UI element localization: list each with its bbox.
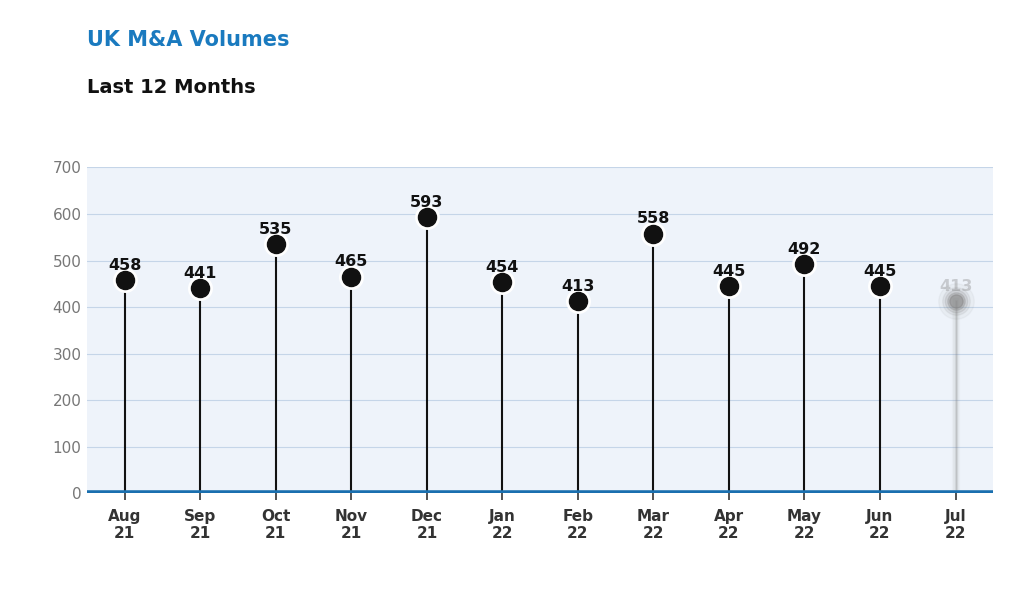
Point — [117, 275, 133, 285]
Point — [419, 212, 435, 222]
Point — [947, 296, 964, 306]
Point — [947, 296, 964, 306]
Point — [569, 296, 586, 306]
Text: UK M&A Volumes: UK M&A Volumes — [87, 30, 290, 50]
Point — [645, 229, 662, 239]
Point — [947, 296, 964, 306]
Text: 413: 413 — [561, 279, 595, 294]
Point — [343, 272, 359, 282]
Text: 445: 445 — [713, 264, 745, 279]
Point — [419, 212, 435, 222]
Text: 445: 445 — [863, 264, 897, 279]
Text: 492: 492 — [787, 242, 821, 257]
Text: 558: 558 — [637, 211, 670, 226]
Point — [569, 296, 586, 306]
Text: 441: 441 — [183, 266, 217, 280]
Text: 593: 593 — [411, 195, 443, 210]
Text: Last 12 Months: Last 12 Months — [87, 78, 256, 97]
Text: 465: 465 — [335, 254, 368, 270]
Point — [193, 283, 209, 293]
Text: 413: 413 — [939, 279, 972, 294]
Text: 458: 458 — [109, 258, 141, 273]
Point — [797, 260, 813, 269]
Point — [117, 275, 133, 285]
Point — [267, 239, 284, 249]
Text: 535: 535 — [259, 222, 293, 237]
Point — [721, 282, 737, 291]
Point — [495, 277, 511, 287]
Point — [947, 296, 964, 306]
Point — [871, 282, 888, 291]
Point — [721, 282, 737, 291]
Point — [797, 260, 813, 269]
Point — [193, 283, 209, 293]
Point — [871, 282, 888, 291]
Point — [267, 239, 284, 249]
Point — [947, 296, 964, 306]
Point — [495, 277, 511, 287]
Point — [645, 229, 662, 239]
Text: 454: 454 — [485, 260, 519, 274]
Point — [343, 272, 359, 282]
